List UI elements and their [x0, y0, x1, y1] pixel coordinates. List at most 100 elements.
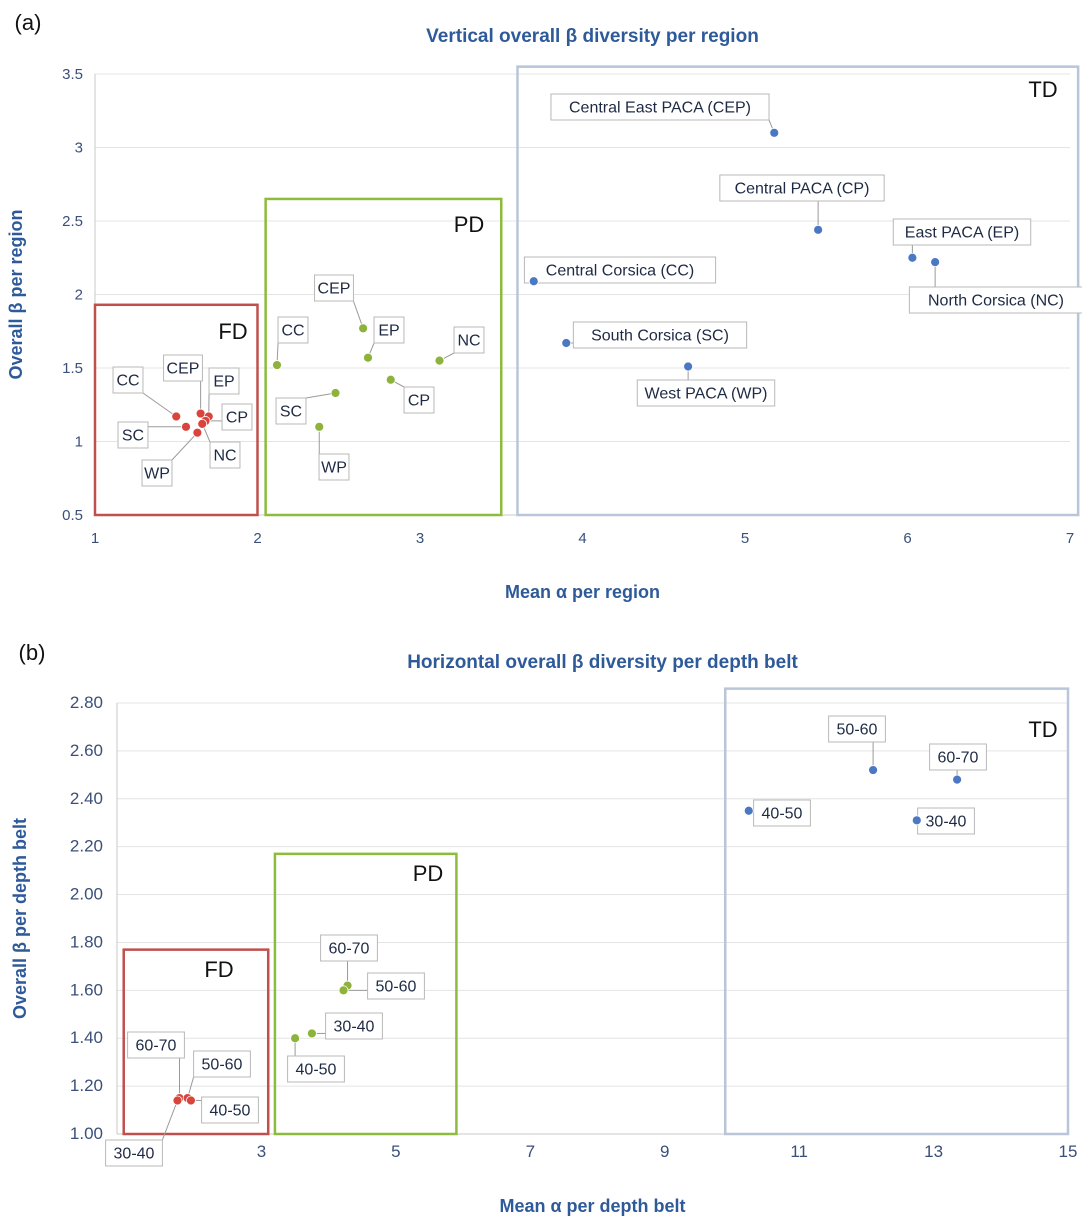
y-tick-label: 2.5: [62, 213, 83, 230]
data-point-td: [561, 338, 572, 348]
data-label: NC: [457, 333, 480, 350]
x-tick-label: 11: [790, 1142, 808, 1161]
callout-box: [193, 1050, 251, 1078]
y-axis-title: Overall β per depth belt: [10, 818, 30, 1019]
callout-box: [112, 366, 144, 394]
callout-box: [314, 274, 354, 302]
data-label: EP: [378, 323, 399, 340]
data-label: 30-40: [114, 1146, 155, 1163]
y-tick-label: 1.40: [70, 1028, 103, 1047]
callout-box: [572, 321, 748, 349]
data-point-td: [952, 774, 963, 785]
data-label: 40-50: [296, 1062, 337, 1079]
data-point-td: [769, 127, 780, 138]
group-label-pd: PD: [454, 212, 485, 237]
callout-box: [221, 403, 253, 431]
data-label: WP: [321, 460, 347, 477]
panel-a: (a) Vertical overall β diversity per regi…: [6, 10, 1082, 602]
group-box-pd: [273, 852, 458, 1136]
chart-title: Horizontal overall β diversity per depth…: [407, 652, 798, 673]
data-point-td: [528, 276, 539, 287]
y-tick-label: 2: [75, 287, 83, 304]
data-point-td: [907, 252, 918, 263]
x-tick-label: 3: [416, 530, 424, 547]
y-tick-label: 1.80: [70, 932, 103, 951]
data-point-pd: [358, 323, 369, 334]
callout-box: [320, 934, 378, 962]
data-label: Central East PACA (CEP): [569, 100, 751, 117]
y-tick-label: 3.5: [62, 66, 83, 83]
group-label-pd: PD: [413, 861, 444, 886]
y-tick-label: 3: [75, 140, 83, 157]
callout-box: [127, 1031, 185, 1059]
data-point-td: [743, 805, 754, 816]
data-label: CP: [226, 410, 248, 427]
x-tick-label: 6: [903, 530, 911, 547]
data-point-td: [911, 815, 922, 826]
x-tick-label: 5: [391, 1142, 400, 1161]
y-tick-label: 2.60: [70, 741, 103, 760]
callout-box: [719, 174, 885, 202]
data-point-pd: [307, 1028, 317, 1039]
x-tick-label: 2: [253, 530, 261, 547]
group-box-pd: [264, 197, 503, 517]
group-label-td: TD: [1028, 77, 1057, 102]
callout-box: [287, 1055, 345, 1083]
y-tick-label: 1.20: [70, 1076, 103, 1095]
y-tick-label: 1.5: [62, 360, 83, 377]
data-label: West PACA (WP): [645, 386, 768, 403]
y-tick-label: 0.5: [62, 507, 83, 524]
data-label: EP: [213, 374, 234, 391]
chart-title: Vertical overall β diversity per region: [426, 26, 759, 47]
callout-box: [828, 715, 886, 743]
group-box-fd: [122, 948, 270, 1136]
callout-box: [105, 1139, 163, 1167]
callout-box: [318, 453, 350, 481]
callout-box: [753, 799, 811, 827]
data-point-pd: [272, 360, 282, 370]
group-label-td: TD: [1028, 717, 1057, 742]
x-axis-title: Mean α per depth belt: [499, 1196, 685, 1216]
group-label-fd: FD: [204, 957, 233, 982]
data-label: 60-70: [136, 1038, 177, 1055]
data-label: 50-60: [202, 1057, 243, 1074]
callout-box: [636, 379, 776, 407]
data-point-pd: [338, 985, 349, 996]
y-tick-label: 1.00: [70, 1124, 103, 1143]
data-point-td: [930, 257, 941, 268]
callout-leader: [142, 392, 177, 417]
callout-leader: [161, 1100, 178, 1141]
data-label: CC: [116, 373, 139, 390]
data-label: CP: [408, 393, 430, 410]
callout-box: [367, 972, 425, 1000]
data-label: CC: [281, 323, 304, 340]
callout-box: [275, 397, 307, 425]
callout-box: [908, 286, 1082, 314]
data-label: CEP: [318, 281, 351, 298]
callout-box: [550, 93, 770, 121]
data-point-fd: [197, 418, 208, 429]
callout-leader: [305, 392, 336, 399]
y-tick-label: 2.40: [70, 789, 103, 808]
group-box-fd: [93, 303, 259, 517]
data-label: SC: [280, 404, 302, 421]
x-tick-label: 9: [660, 1142, 669, 1161]
callout-box: [373, 316, 405, 344]
y-tick-label: 2.20: [70, 837, 103, 856]
y-tick-label: 2.80: [70, 693, 103, 712]
data-point-pd: [363, 352, 373, 363]
x-axis-title: Mean α per region: [505, 582, 660, 602]
data-label: 40-50: [762, 806, 803, 823]
callout-box: [892, 218, 1032, 246]
data-label: 60-70: [329, 941, 370, 958]
data-point-fd: [172, 1095, 183, 1106]
x-tick-label: 7: [1066, 530, 1074, 547]
callout-box: [209, 441, 241, 469]
callout-box: [277, 316, 309, 344]
callout-box: [163, 354, 203, 382]
data-label: WP: [144, 466, 170, 483]
data-label: SC: [122, 428, 144, 445]
panel-b: (b) Horizontal overall β diversity per de…: [10, 640, 1077, 1216]
callout-leader: [171, 432, 198, 461]
